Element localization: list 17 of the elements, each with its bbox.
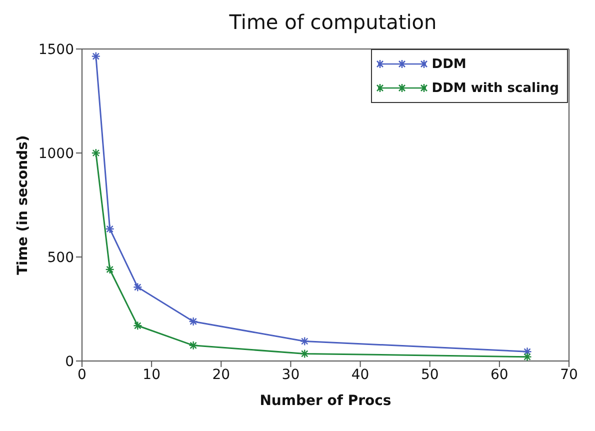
chart-title: Time of computation bbox=[228, 10, 438, 34]
x-tick-label: 30 bbox=[282, 366, 300, 383]
y-tick-label: 1500 bbox=[38, 42, 74, 58]
y-axis-title: Time (in seconds) bbox=[14, 135, 31, 275]
legend-label: DDM with scaling bbox=[432, 80, 559, 96]
x-axis-title: Number of Procs bbox=[260, 393, 392, 409]
y-tick-label: 0 bbox=[65, 354, 74, 370]
x-tick-label: 20 bbox=[212, 366, 230, 383]
x-tick-label: 50 bbox=[420, 366, 439, 383]
x-tick-label: 40 bbox=[351, 366, 370, 383]
legend-label: DDM bbox=[432, 56, 466, 72]
x-tick-label: 0 bbox=[78, 366, 86, 383]
x-tick-label: 70 bbox=[560, 366, 578, 383]
y-tick-label: 500 bbox=[47, 250, 74, 266]
x-tick-label: 10 bbox=[142, 366, 160, 383]
y-tick-label: 1000 bbox=[38, 146, 74, 162]
x-tick-label: 60 bbox=[490, 366, 508, 383]
